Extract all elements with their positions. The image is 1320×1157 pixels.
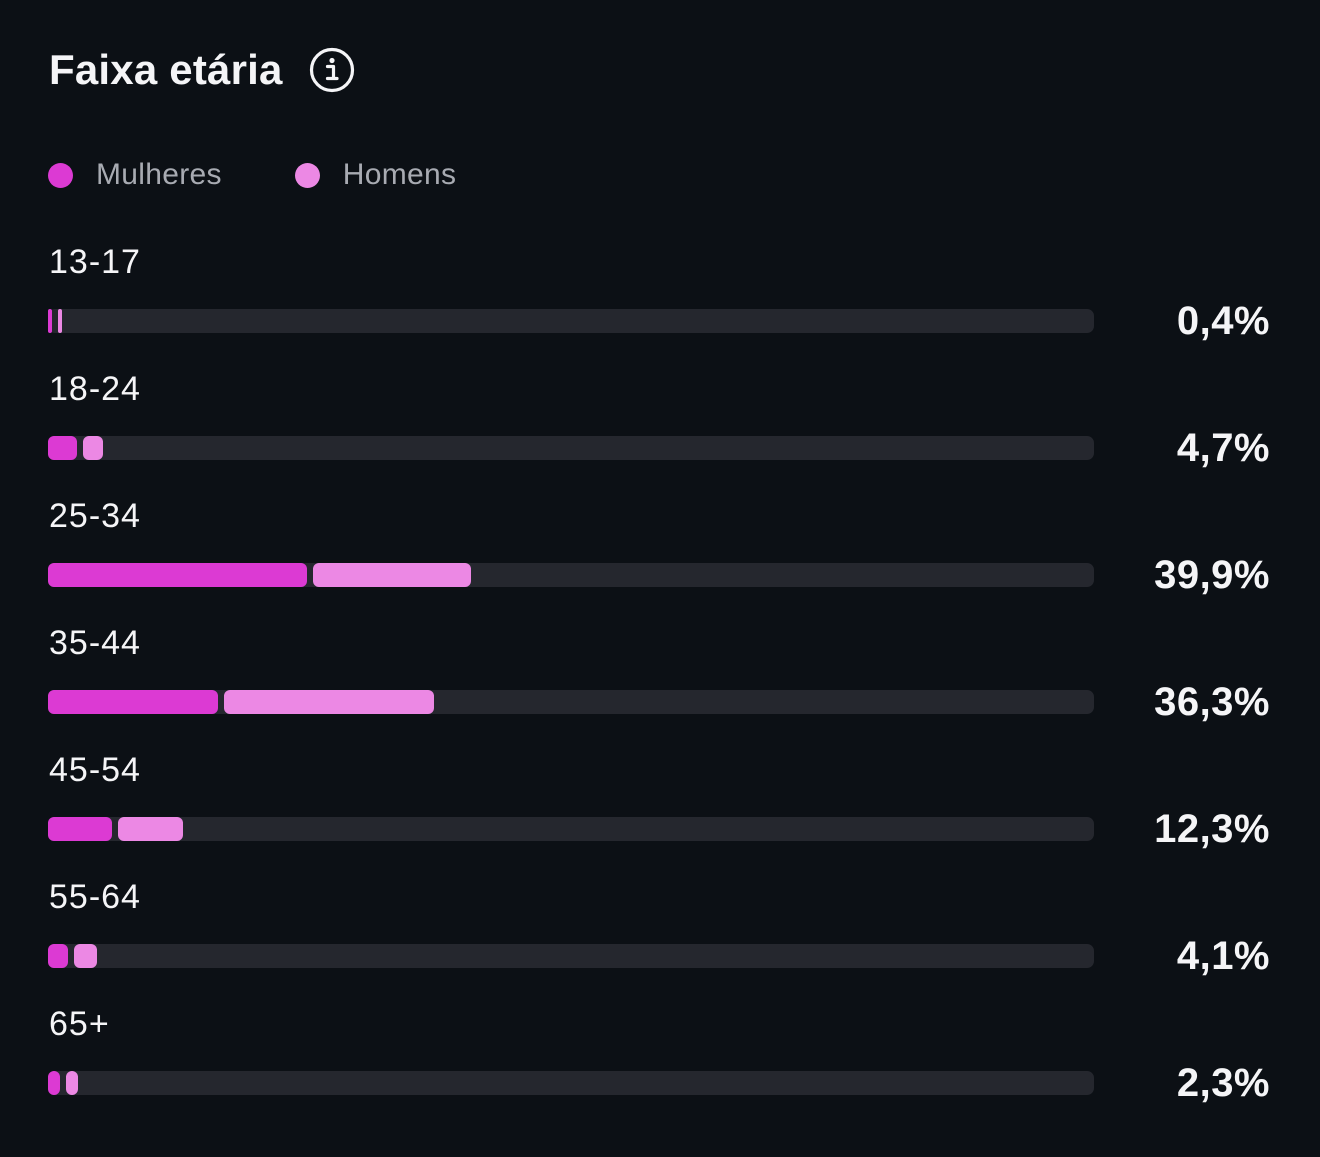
age-row-25-34: 25-34 39,9% — [48, 497, 1270, 624]
age-row-65+: 65+ 2,3% — [48, 1005, 1270, 1132]
age-range-label: 65+ — [49, 1005, 110, 1043]
legend-item-homens: Homens — [294, 158, 457, 192]
bar-segment-mulheres — [48, 944, 68, 968]
bar-segment-homens — [224, 690, 434, 714]
bar-segment-mulheres — [48, 690, 219, 714]
bar-segment-mulheres — [48, 309, 52, 333]
bar-segment-mulheres — [48, 817, 112, 841]
bar-segment-homens — [73, 944, 97, 968]
bar-track — [48, 436, 1094, 460]
bar-segment-homens — [117, 817, 183, 841]
age-range-label: 13-17 — [49, 243, 141, 281]
age-distribution-chart: 13-17 0,4% 18-24 4,7% 25-34 39,9% 35-44 36,3% 45… — [48, 243, 1270, 1132]
percentage-value: 0,4% — [1176, 299, 1270, 343]
bar-segment-mulheres — [48, 1071, 60, 1095]
bar-track — [48, 309, 1094, 333]
age-row-35-44: 35-44 36,3% — [48, 624, 1270, 751]
chart-legend: Mulheres Homens — [48, 158, 529, 192]
legend-dot-homens — [294, 162, 320, 188]
age-row-13-17: 13-17 0,4% — [48, 243, 1270, 370]
bar-track — [48, 690, 1094, 714]
bar-track — [48, 817, 1094, 841]
legend-item-mulheres: Mulheres — [48, 158, 222, 192]
age-row-55-64: 55-64 4,1% — [48, 878, 1270, 1005]
bar-segment-mulheres — [48, 436, 78, 460]
bar-segment-homens — [65, 1071, 79, 1095]
bar-segment-homens — [58, 309, 62, 333]
age-range-label: 55-64 — [49, 878, 141, 916]
percentage-value: 39,9% — [1154, 553, 1270, 597]
legend-label: Homens — [342, 158, 457, 191]
percentage-value: 4,7% — [1176, 426, 1270, 470]
page-title: Faixa etária — [49, 46, 283, 93]
percentage-value: 12,3% — [1154, 807, 1270, 851]
bar-track — [48, 1071, 1094, 1095]
bar-segment-homens — [83, 436, 104, 460]
age-range-label: 45-54 — [49, 751, 141, 789]
age-range-label: 18-24 — [49, 370, 141, 408]
legend-dot-mulheres — [48, 162, 73, 188]
percentage-value: 2,3% — [1176, 1061, 1270, 1105]
age-range-label: 35-44 — [49, 624, 141, 662]
card-header: Faixa etária — [49, 46, 355, 94]
percentage-value: 4,1% — [1176, 934, 1270, 978]
info-icon[interactable] — [309, 47, 355, 93]
age-row-45-54: 45-54 12,3% — [48, 751, 1270, 878]
bar-segment-homens — [313, 563, 472, 587]
legend-label: Mulheres — [96, 158, 222, 191]
percentage-value: 36,3% — [1154, 680, 1270, 724]
bar-segment-mulheres — [48, 563, 308, 587]
age-row-18-24: 18-24 4,7% — [48, 370, 1270, 497]
age-range-label: 25-34 — [49, 497, 141, 535]
bar-track — [48, 563, 1094, 587]
bar-track — [48, 944, 1094, 968]
